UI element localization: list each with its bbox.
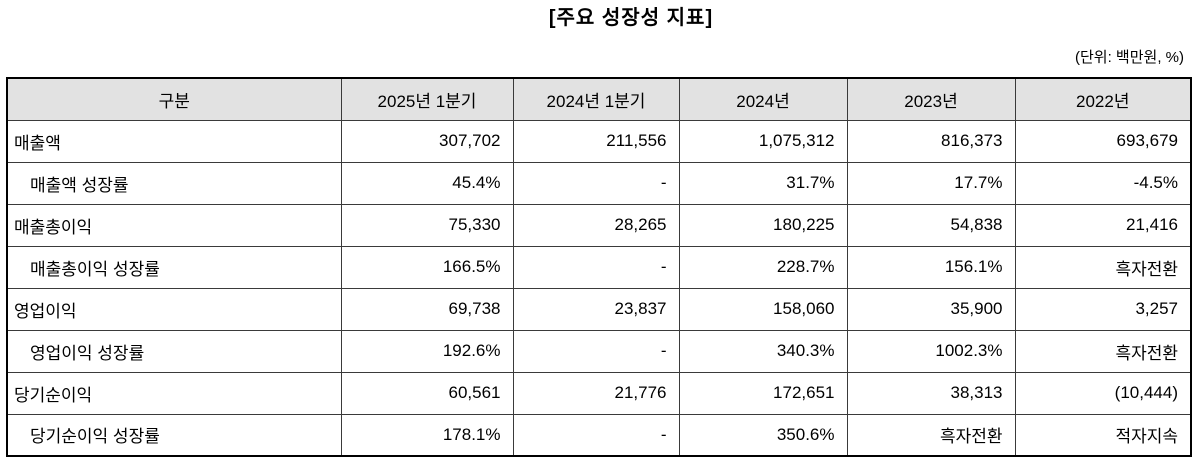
cell-value: 38,313 <box>846 371 1016 415</box>
row-label: 매출액 <box>6 119 342 163</box>
table-row: 매출액 성장률 45.4% - 31.7% 17.7% -4.5% <box>6 161 1192 205</box>
cell-value: 적자지속 <box>1014 413 1192 457</box>
cell-value: 35,900 <box>846 287 1016 331</box>
cell-value: 693,679 <box>1014 119 1192 163</box>
column-header-2023: 2023년 <box>846 77 1016 121</box>
row-label: 당기순이익 성장률 <box>6 413 342 457</box>
cell-value: 69,738 <box>340 287 514 331</box>
cell-value: 192.6% <box>340 329 514 373</box>
cell-value: 흑자전환 <box>846 413 1016 457</box>
cell-value: - <box>512 161 680 205</box>
cell-value: 156.1% <box>846 245 1016 289</box>
cell-value: 28,265 <box>512 203 680 247</box>
column-header-category: 구분 <box>6 77 342 121</box>
table-row: 영업이익 69,738 23,837 158,060 35,900 3,257 <box>6 287 1192 331</box>
table-row: 매출액 307,702 211,556 1,075,312 816,373 69… <box>6 119 1192 163</box>
cell-value: 228.7% <box>678 245 848 289</box>
cell-value: (10,444) <box>1014 371 1192 415</box>
cell-value: 172,651 <box>678 371 848 415</box>
cell-value: 1,075,312 <box>678 119 848 163</box>
cell-value: - <box>512 245 680 289</box>
unit-note: (단위: 백만원, %) <box>1075 49 1184 66</box>
cell-value: 21,776 <box>512 371 680 415</box>
cell-value: 흑자전환 <box>1014 245 1192 289</box>
cell-value: 23,837 <box>512 287 680 331</box>
cell-value: 816,373 <box>846 119 1016 163</box>
table-row: 매출총이익 성장률 166.5% - 228.7% 156.1% 흑자전환 <box>6 245 1192 289</box>
cell-value: 211,556 <box>512 119 680 163</box>
table-row: 매출총이익 75,330 28,265 180,225 54,838 21,41… <box>6 203 1192 247</box>
page-title: [주요 성장성 지표] <box>548 7 714 29</box>
cell-value: - <box>512 329 680 373</box>
cell-value: -4.5% <box>1014 161 1192 205</box>
cell-value: 307,702 <box>340 119 514 163</box>
cell-value: 54,838 <box>846 203 1016 247</box>
table-row: 당기순이익 성장률 178.1% - 350.6% 흑자전환 적자지속 <box>6 413 1192 457</box>
table-row: 영업이익 성장률 192.6% - 340.3% 1002.3% 흑자전환 <box>6 329 1192 373</box>
row-label: 매출총이익 성장률 <box>6 245 342 289</box>
column-header-2024: 2024년 <box>678 77 848 121</box>
cell-value: - <box>512 413 680 457</box>
cell-value: 178.1% <box>340 413 514 457</box>
cell-value: 180,225 <box>678 203 848 247</box>
row-label: 영업이익 <box>6 287 342 331</box>
column-header-2022: 2022년 <box>1014 77 1192 121</box>
row-label: 매출액 성장률 <box>6 161 342 205</box>
cell-value: 흑자전환 <box>1014 329 1192 373</box>
cell-value: 45.4% <box>340 161 514 205</box>
cell-value: 350.6% <box>678 413 848 457</box>
row-label: 당기순이익 <box>6 371 342 415</box>
column-header-2024q1: 2024년 1분기 <box>512 77 680 121</box>
row-label: 영업이익 성장률 <box>6 329 342 373</box>
cell-value: 158,060 <box>678 287 848 331</box>
row-label: 매출총이익 <box>6 203 342 247</box>
cell-value: 166.5% <box>340 245 514 289</box>
table-row: 당기순이익 60,561 21,776 172,651 38,313 (10,4… <box>6 371 1192 415</box>
cell-value: 21,416 <box>1014 203 1192 247</box>
cell-value: 75,330 <box>340 203 514 247</box>
column-header-2025q1: 2025년 1분기 <box>340 77 514 121</box>
cell-value: 1002.3% <box>846 329 1016 373</box>
table-header-row: 구분 2025년 1분기 2024년 1분기 2024년 2023년 2022년 <box>6 77 1192 121</box>
growth-indicators-table: 구분 2025년 1분기 2024년 1분기 2024년 2023년 2022년… <box>6 77 1192 457</box>
cell-value: 60,561 <box>340 371 514 415</box>
cell-value: 340.3% <box>678 329 848 373</box>
cell-value: 31.7% <box>678 161 848 205</box>
cell-value: 17.7% <box>846 161 1016 205</box>
cell-value: 3,257 <box>1014 287 1192 331</box>
